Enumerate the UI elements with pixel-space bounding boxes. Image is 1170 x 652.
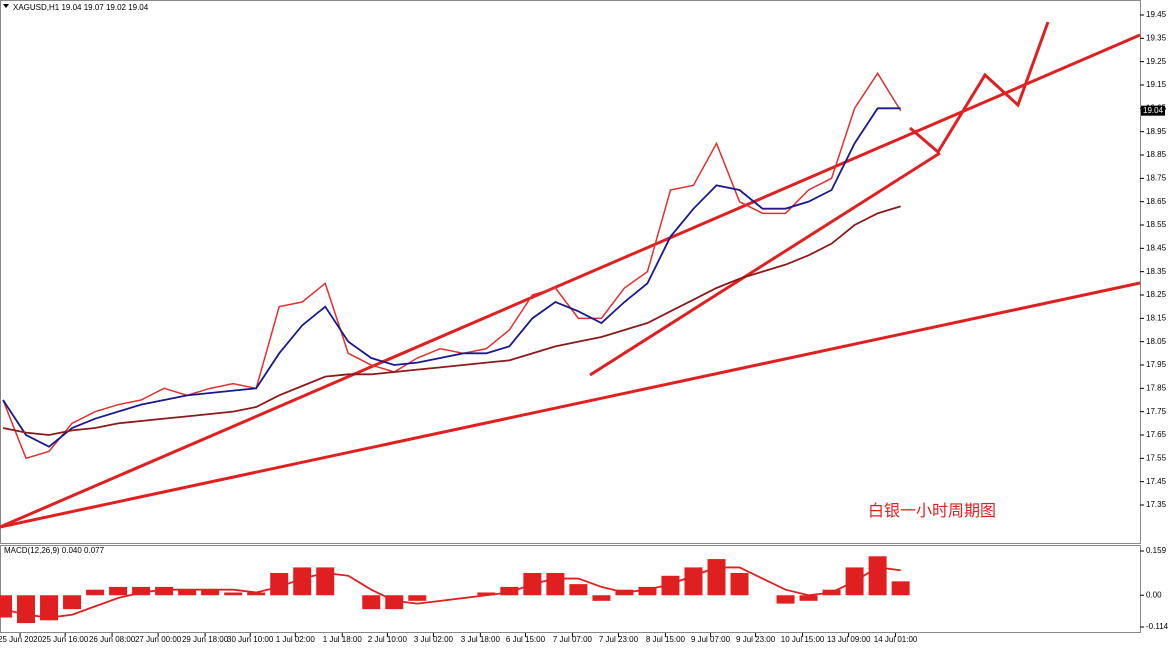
y-tick-label: 19.25 [1146,57,1167,66]
x-tick-label: 30 Jun 10:00 [227,635,274,644]
y-tick-label: 18.75 [1146,173,1167,182]
series-line [2,205,901,436]
macd-bar [178,589,197,596]
x-tick-label: 7 Jul 23:00 [599,635,639,644]
trend-line [0,281,1141,529]
y-tick-label: 18.45 [1146,243,1167,252]
current-price-label: 19.04 [1143,106,1164,115]
x-tick-label: 8 Jul 15:00 [646,635,686,644]
x-tick-label: 9 Jul 07:00 [691,635,731,644]
x-tick-label: 25 Jun 16:00 [42,635,89,644]
macd-bar [201,589,220,596]
macd-bar [868,556,887,596]
series-line [2,566,901,619]
x-tick-label: 7 Jul 07:00 [553,635,593,644]
macd-bar [477,592,496,596]
macd-bar [155,586,174,596]
y-tick-label: 17.35 [1146,500,1167,509]
x-tick-label: 9 Jul 23:00 [736,635,776,644]
y-tick-label: 18.65 [1146,197,1167,206]
x-tick-label: 29 Jun 18:00 [182,635,229,644]
y-tick-label: 19.45 [1146,10,1167,19]
y-tick-label: 17.95 [1146,360,1167,369]
x-tick-label: 14 Jul 01:00 [874,635,918,644]
macd-bar [638,586,657,596]
macd-bar [270,572,289,596]
macd-bar [707,559,726,596]
macd-title: MACD(12,26,9) 0.040 0.077 [4,546,105,555]
macd-bar [86,589,105,596]
y-tick-label: 18.05 [1146,337,1167,346]
x-tick-label: 2 Jul 10:00 [368,635,408,644]
forecast-arrow [909,21,1050,155]
x-tick-label: 6 Jul 15:00 [506,635,546,644]
x-tick-label: 1 Jul 18:00 [323,635,363,644]
y-tick-label: 17.45 [1146,477,1167,486]
series-line [2,107,901,448]
y-tick-label: 19.35 [1146,33,1167,42]
macd-bar [63,595,82,610]
macd-bar [17,595,36,624]
x-tick-label: 25 Jun 2020 [0,635,43,644]
macd-bar [730,572,749,596]
macd-bar [316,567,335,596]
x-tick-label: 27 Jun 00:00 [135,635,182,644]
macd-bar [569,584,588,596]
y-tick-label: -0.114 [1146,622,1169,631]
macd-bar [500,586,519,596]
x-tick-label: 3 Jul 18:00 [461,635,501,644]
macd-bar [293,567,312,596]
chart-title: XAGUSD,H1 19.04 19.07 19.02 19.04 [13,3,149,12]
macd-bar [224,592,243,596]
y-tick-label: 17.85 [1146,383,1167,392]
x-tick-label: 10 Jul 15:00 [781,635,825,644]
macd-bar [362,595,381,610]
macd-bar [799,595,818,601]
y-tick-label: 0.159 [1146,546,1167,555]
trend-line [0,33,1141,529]
macd-bar [661,575,680,596]
y-tick-label: 18.55 [1146,220,1167,229]
macd-bar [408,595,427,601]
macd-bar [109,586,128,596]
series-line [2,71,902,460]
x-tick-label: 26 Jun 08:00 [89,635,136,644]
y-tick-label: 18.85 [1146,150,1167,159]
y-tick-label: 17.65 [1146,430,1167,439]
menu-icon [3,4,9,8]
macd-bar [0,595,12,618]
annotation: 白银一小时周期图 [868,502,996,520]
y-tick-label: 17.75 [1146,407,1167,416]
y-tick-label: 18.15 [1146,313,1167,322]
macd-bar [40,595,59,621]
trend-lines [0,21,1141,529]
x-tick-label: 1 Jul 02:00 [276,635,316,644]
macd-bar [247,592,266,596]
main-frame [0,0,1141,544]
trend-line [589,151,941,377]
macd-bar [684,567,703,596]
macd-bar [546,572,565,596]
x-tick-label: 13 Jul 09:00 [827,635,871,644]
macd-frame [0,545,1141,633]
x-tick-label: 3 Jul 02:00 [414,635,454,644]
macd-bar [891,581,910,596]
y-tick-label: 17.55 [1146,453,1167,462]
y-tick-label: 18.35 [1146,267,1167,276]
macd-bar [592,595,611,601]
macd-bar [132,586,151,596]
y-tick-label: 18.95 [1146,127,1167,136]
y-tick-label: 18.25 [1146,290,1167,299]
macd-bar [776,595,795,604]
y-tick-label: 19.15 [1146,80,1167,89]
y-tick-label: 0.00 [1146,590,1162,599]
current-price-box [1141,105,1165,116]
